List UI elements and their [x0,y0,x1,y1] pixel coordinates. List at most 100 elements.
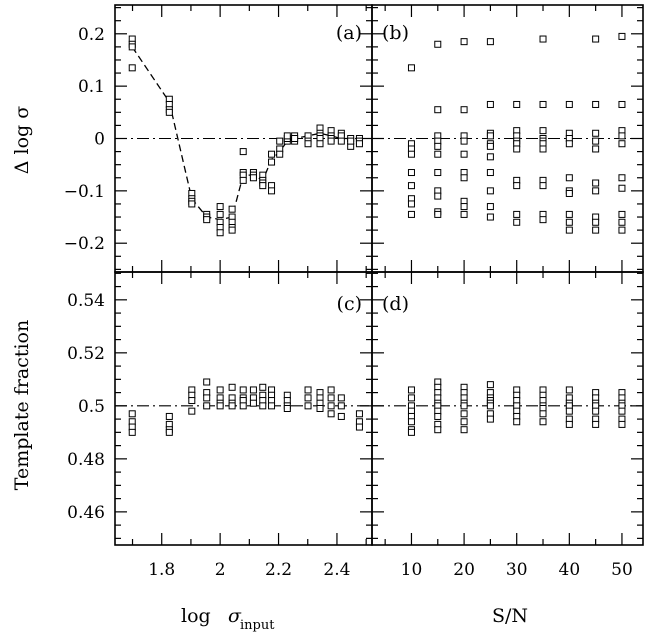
data-point [347,137,355,145]
data-point [239,176,247,184]
data-point [407,64,415,72]
data-point [565,100,573,108]
data-point [460,426,468,434]
data-point [460,402,468,410]
data-point [434,106,442,114]
x-tick-label: 50 [611,560,633,580]
data-point [268,187,276,195]
data-point [565,140,573,148]
data-point [268,158,276,166]
y-tick-label: −0.2 [64,234,105,254]
y-axis-title-bottom: Template fraction [11,320,33,490]
x-title-sigma: σ [228,605,242,627]
data-point [165,412,173,420]
data-point [216,203,224,211]
data-point [539,127,547,135]
data-point [460,203,468,211]
data-point [128,428,136,436]
data-point [539,418,547,426]
data-point [188,200,196,208]
data-point [407,200,415,208]
data-point [268,402,276,410]
data-point [565,226,573,234]
data-point [539,35,547,43]
data-point [259,383,267,391]
fit-line [131,46,360,221]
data-point [618,184,626,192]
data-point [337,402,345,410]
data-point [304,394,312,402]
data-point [337,394,345,402]
data-point [216,229,224,237]
data-point [203,216,211,224]
data-point [513,418,521,426]
x-tick-label: 30 [506,560,528,580]
data-point [407,182,415,190]
data-point [539,100,547,108]
data-point [337,137,345,145]
data-point [304,140,312,148]
data-point [165,428,173,436]
data-point [259,402,267,410]
data-point [460,137,468,145]
data-point [592,100,600,108]
x-tick-label: 2.2 [265,560,292,580]
y-tick-label: 0.52 [67,344,105,364]
data-point [434,412,442,420]
data-point [327,386,335,394]
data-point [228,402,236,410]
data-point [249,386,257,394]
data-point [434,142,442,150]
panel-d: 10 20 30 40 50 (d) [371,271,644,580]
data-point [434,192,442,200]
x-tick-label: 1.8 [148,560,175,580]
data-point [460,38,468,46]
data-point [539,410,547,418]
data-point [216,386,224,394]
data-point [565,210,573,218]
data-point [327,137,335,145]
data-point [592,145,600,153]
data-point [434,150,442,158]
x-title-log: log [181,605,211,627]
data-point [592,218,600,226]
data-point [486,38,494,46]
data-point [228,226,236,234]
data-point [203,402,211,410]
data-point [283,405,291,412]
data-point [239,402,247,410]
data-point [592,137,600,145]
panel-b: (b) [371,4,644,273]
data-point [592,420,600,428]
data-point [565,386,573,394]
data-point [513,210,521,218]
x-tick-label: 40 [559,560,581,580]
data-point [486,203,494,211]
data-point [434,210,442,218]
data-point [216,402,224,410]
data-point [513,182,521,190]
data-point [486,142,494,150]
data-point [618,420,626,428]
data-point [276,150,284,158]
data-point [539,216,547,224]
data-point [618,407,626,415]
data-point [327,402,335,410]
data-point [618,210,626,218]
data-point [460,150,468,158]
data-point [618,218,626,226]
data-point [128,64,136,72]
data-point [513,218,521,226]
x-tick-label: 20 [453,560,475,580]
data-point [304,386,312,394]
data-point [434,40,442,48]
data-point [337,412,345,420]
data-point [407,210,415,218]
data-point [355,140,363,148]
data-point [327,410,335,418]
y-tick-label: 0.48 [67,450,105,470]
data-point [460,418,468,426]
x-title-subscript: input [240,618,275,633]
data-point [618,100,626,108]
